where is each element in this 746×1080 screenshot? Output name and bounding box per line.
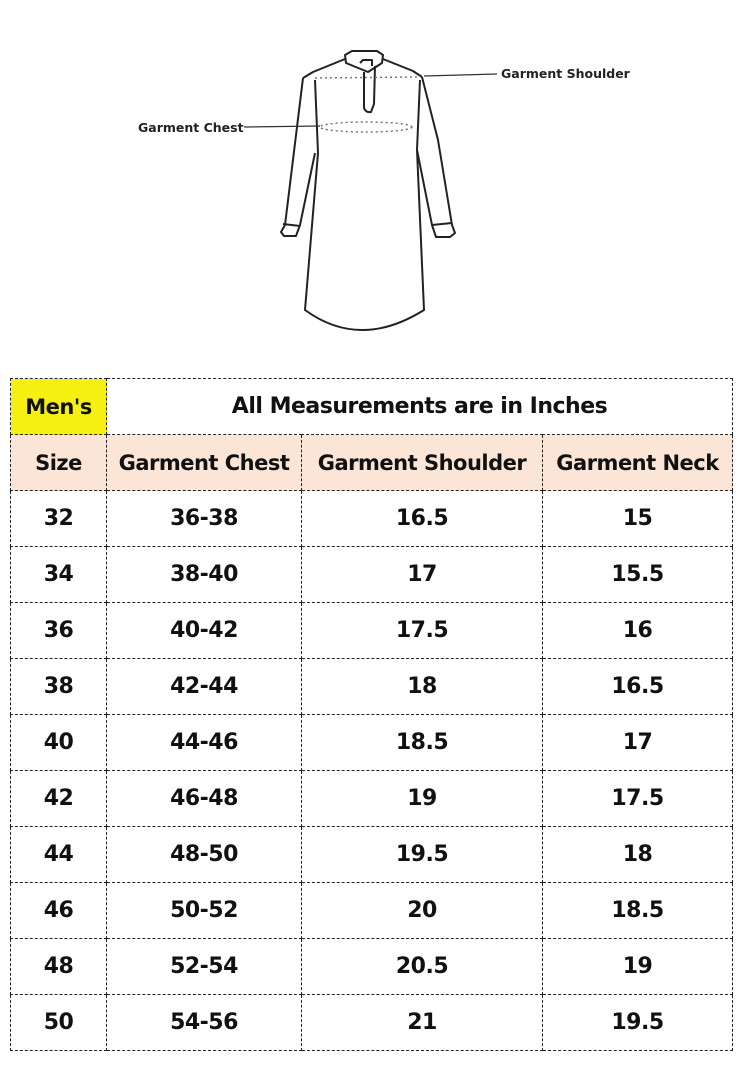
table-cell: 48 [10, 938, 107, 995]
column-header: Garment Neck [541, 434, 734, 491]
table-cell: 50-52 [106, 882, 302, 939]
table-cell: 15.5 [541, 546, 734, 603]
table-cell: 19 [541, 938, 734, 995]
size-chart-table: Men's All Measurements are in Inches Siz… [10, 378, 734, 1051]
table-cell: 15 [541, 490, 734, 547]
table-cell: 18 [301, 658, 543, 715]
table-cell: 46 [10, 882, 107, 939]
table-cell: 18.5 [541, 882, 734, 939]
table-cell: 40 [10, 714, 107, 771]
table-cell: 17.5 [301, 602, 543, 659]
table-row: 38 42-44 18 16.5 [10, 658, 734, 715]
table-cell: 34 [10, 546, 107, 603]
table-cell: 17 [301, 546, 543, 603]
table-cell: 20.5 [301, 938, 543, 995]
table-cell: 36 [10, 602, 107, 659]
table-row: 34 38-40 17 15.5 [10, 546, 734, 603]
table-cell: 16.5 [541, 658, 734, 715]
column-header: Garment Chest [106, 434, 302, 491]
table-cell: 17 [541, 714, 734, 771]
table-row: 42 46-48 19 17.5 [10, 770, 734, 827]
table-cell: 42-44 [106, 658, 302, 715]
table-row: 40 44-46 18.5 17 [10, 714, 734, 771]
table-row: 48 52-54 20.5 19 [10, 938, 734, 995]
table-cell: 17.5 [541, 770, 734, 827]
category-label: Men's [10, 378, 107, 435]
table-cell: 36-38 [106, 490, 302, 547]
table-cell: 19.5 [301, 826, 543, 883]
column-header: Size [10, 434, 107, 491]
shoulder-label: Garment Shoulder [501, 66, 631, 81]
table-cell: 50 [10, 994, 107, 1051]
table-cell: 46-48 [106, 770, 302, 827]
label-leader-lines [243, 73, 498, 128]
units-note: All Measurements are in Inches [105, 378, 734, 435]
table-cell: 54-56 [106, 994, 302, 1051]
table-cell: 44-46 [106, 714, 302, 771]
header-row: Size Garment Chest Garment Shoulder Garm… [10, 434, 734, 491]
table-cell: 16.5 [301, 490, 543, 547]
table-cell: 42 [10, 770, 107, 827]
table-row: 36 40-42 17.5 16 [10, 602, 734, 659]
measurement-guides [314, 76, 419, 133]
table-cell: 18 [541, 826, 734, 883]
chest-label: Garment Chest [138, 120, 244, 135]
table-row: 46 50-52 20 18.5 [10, 882, 734, 939]
table-cell: 48-50 [106, 826, 302, 883]
table-row: 44 48-50 19.5 18 [10, 826, 734, 883]
kurta-outline [280, 50, 456, 331]
table-cell: 16 [541, 602, 734, 659]
table-cell: 32 [10, 490, 107, 547]
table-cell: 19.5 [541, 994, 734, 1051]
title-row: Men's All Measurements are in Inches [10, 378, 734, 435]
table-row: 32 36-38 16.5 15 [10, 490, 734, 547]
table-cell: 20 [301, 882, 543, 939]
kurta-illustration: Garment Chest Garment Shoulder [138, 50, 631, 331]
column-header: Garment Shoulder [301, 434, 543, 491]
table-cell: 38-40 [106, 546, 302, 603]
table-cell: 38 [10, 658, 107, 715]
table-row: 50 54-56 21 19.5 [10, 994, 734, 1051]
table-cell: 19 [301, 770, 543, 827]
table-cell: 44 [10, 826, 107, 883]
table-cell: 40-42 [106, 602, 302, 659]
table-cell: 18.5 [301, 714, 543, 771]
table-cell: 21 [301, 994, 543, 1051]
table-cell: 52-54 [106, 938, 302, 995]
